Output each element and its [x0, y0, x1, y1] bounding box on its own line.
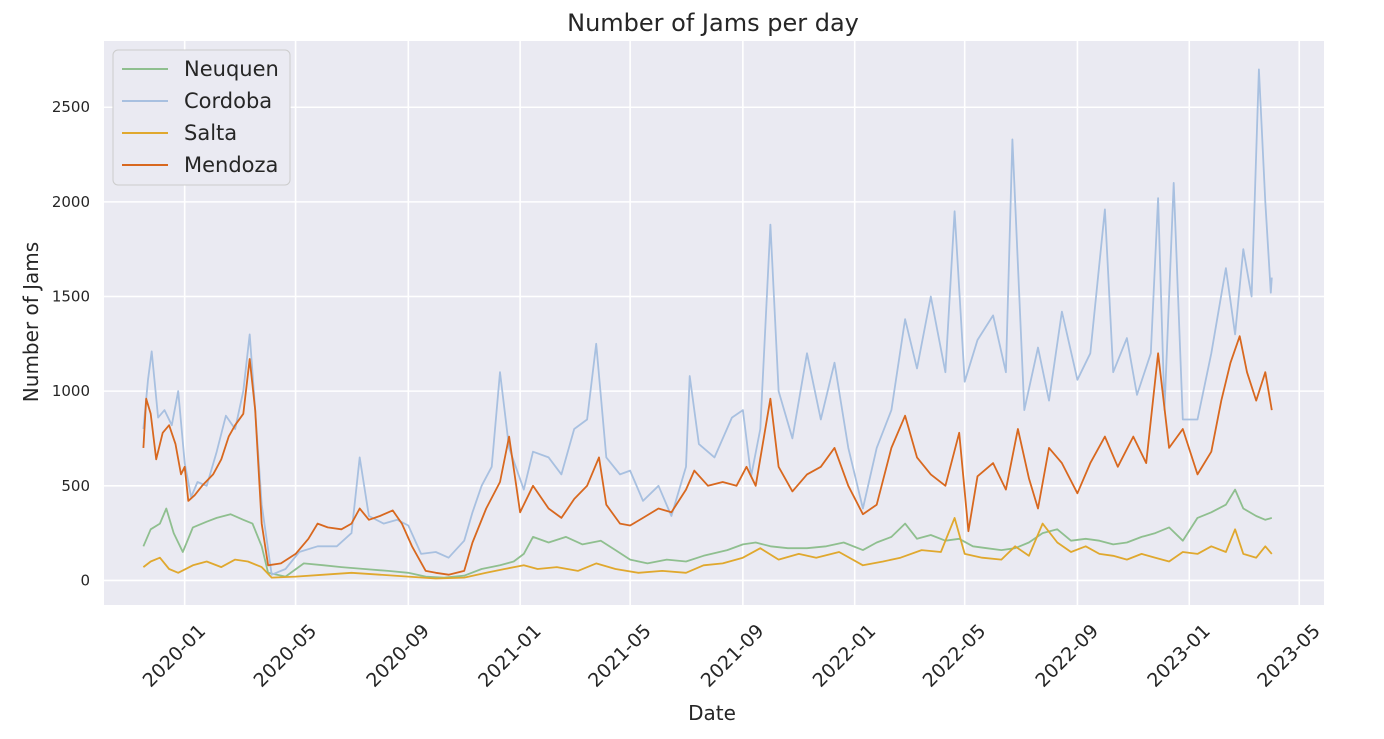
y-tick-label: 1500	[52, 288, 90, 306]
y-tick-label: 2500	[52, 98, 90, 116]
y-tick-label: 1000	[52, 382, 90, 400]
x-axis-label: Date	[688, 701, 736, 725]
legend-label-cordoba: Cordoba	[184, 89, 272, 113]
legend-label-mendoza: Mendoza	[184, 153, 278, 177]
series-lines	[142, 68, 1273, 580]
series-line-mendoza	[142, 335, 1273, 576]
legend-label-neuquen: Neuquen	[184, 57, 279, 81]
grid	[104, 41, 1324, 605]
series-line-salta	[142, 517, 1273, 580]
legend-label-salta: Salta	[184, 121, 237, 145]
y-axis-ticks: 0 500 1000 1500 2000 2500	[52, 98, 90, 589]
legend: Neuquen Cordoba Salta Mendoza	[112, 49, 291, 186]
y-axis-label: Number of Jams	[19, 242, 43, 402]
chart-title: Number of Jams per day	[567, 9, 859, 37]
y-tick-label: 0	[80, 571, 90, 589]
series-line-cordoba	[142, 68, 1273, 576]
y-tick-label: 2000	[52, 193, 90, 211]
legend-box	[112, 49, 291, 186]
y-tick-label: 500	[61, 477, 90, 495]
plot-area	[104, 41, 1324, 605]
